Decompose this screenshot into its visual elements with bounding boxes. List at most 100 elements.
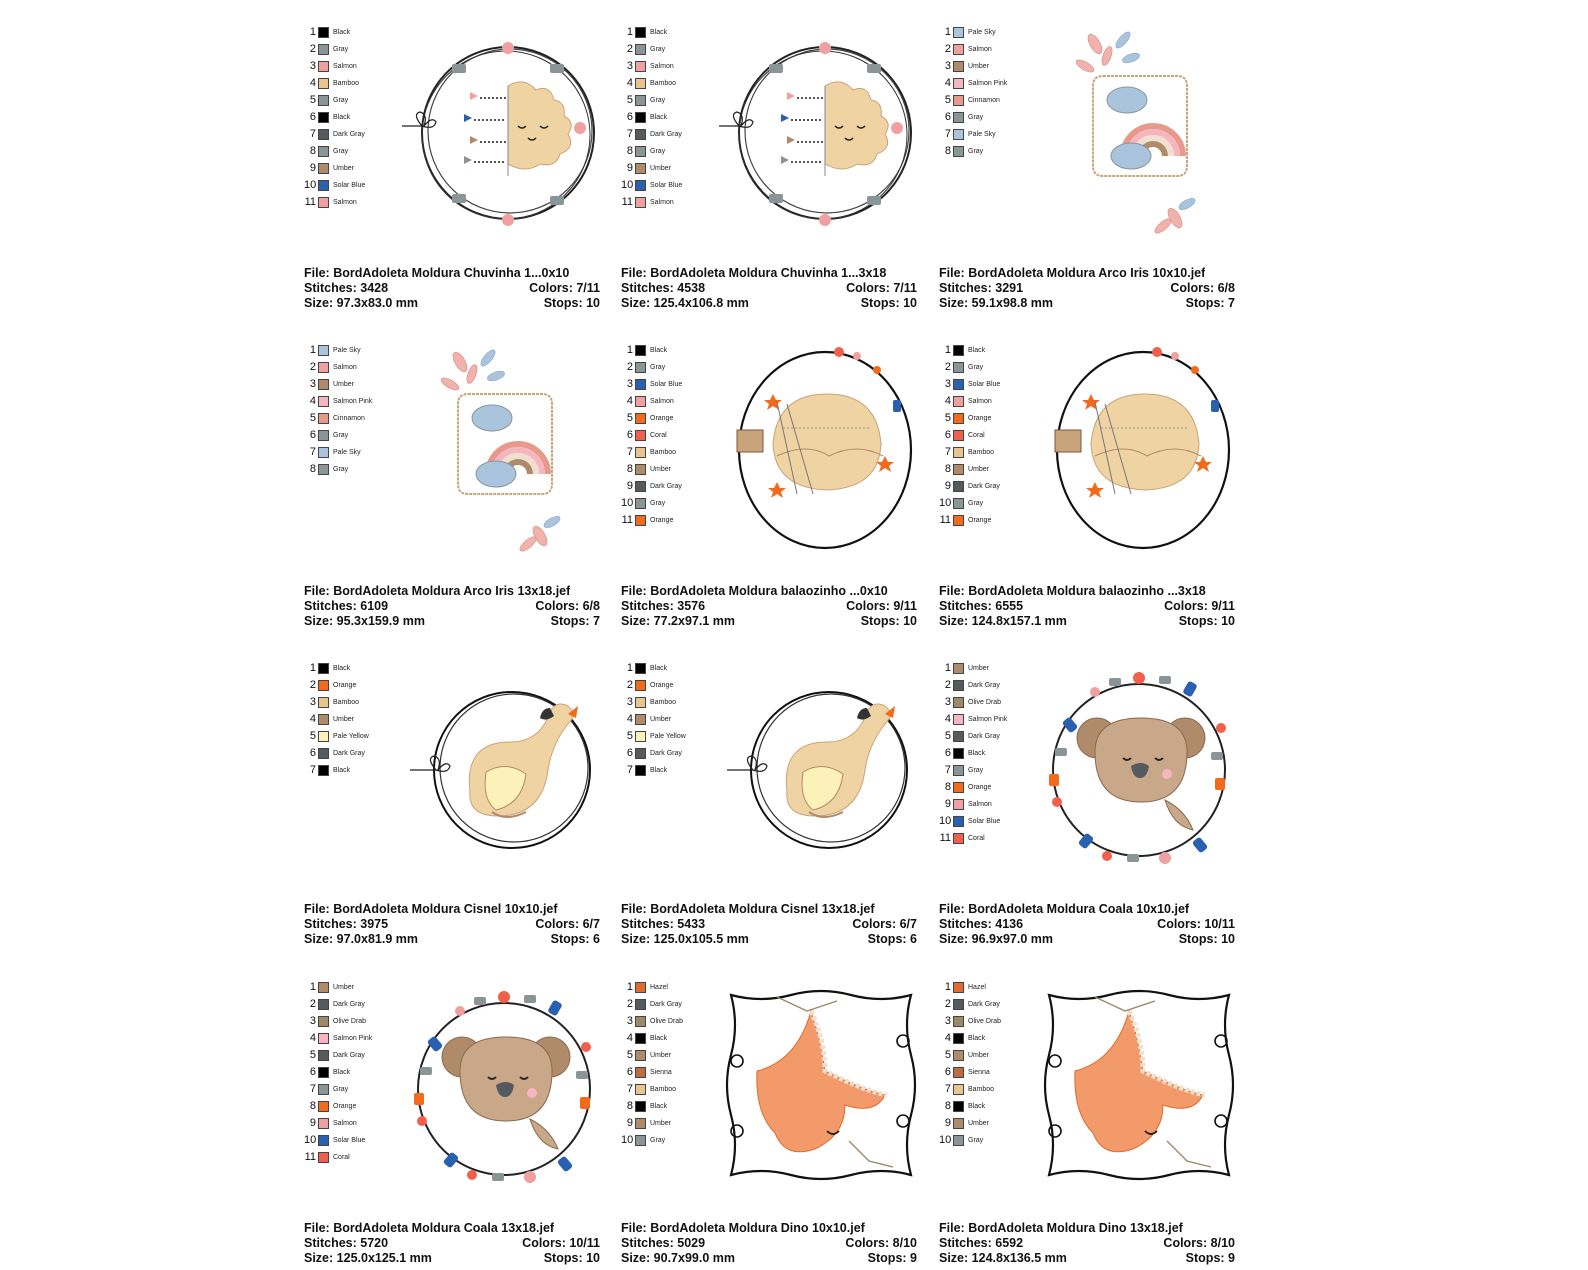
thread-name: Orange [968,415,992,422]
label: Size: [621,1251,651,1265]
label: Stops: [1185,1251,1225,1265]
thread-number: 5 [944,730,951,742]
thread-swatch [953,379,964,390]
stitches-colors-row-left: Stitches: 4538 [621,281,705,296]
label: Colors: [846,281,890,295]
thread-swatch [953,982,964,993]
thread-number: 5 [944,412,951,424]
thread-swatch [635,714,646,725]
value: 6/7 [582,917,600,931]
thread-name: Solar Blue [333,1137,366,1144]
size-stops-row: Size: 90.7x99.0 mm Stops: 9 [621,1251,917,1266]
stitches-colors-row: Stitches: 3576 Colors: 9/11 [621,599,917,614]
thread-number: 11 [621,196,633,208]
thread-swatch [635,163,646,174]
thread-name: Coral [968,432,985,439]
thread-color-list: 1 Black 2 Gray 3 Solar Blue 4 Salmon 5 Orange 6 Cor… [939,342,1029,529]
thread-color-row: 7 Gray [304,1081,394,1098]
thread-swatch [953,345,964,356]
value: 4136 [995,917,1024,931]
thread-swatch [635,731,646,742]
stitches-colors-row-right: Colors: 6/8 [1170,281,1235,296]
label: Stops: [867,1251,907,1265]
thread-number: 5 [626,412,633,424]
thread-number: 6 [626,429,633,441]
size-stops-row-left: Size: 125.0x105.5 mm [621,932,749,947]
label: Stitches: [621,917,674,931]
thread-swatch [635,464,646,475]
file-row: File: BordAdoleta Moldura Dino 13x18.jef [939,1221,1235,1236]
thread-color-row: 4 Salmon Pink [304,393,394,410]
size-stops-row: Size: 124.8x136.5 mm Stops: 9 [939,1251,1235,1266]
thread-name: Black [650,29,668,36]
file-name: File: BordAdoleta Moldura Chuvinha 1...0… [304,266,569,281]
thread-color-row: 7 Pale Sky [304,444,394,461]
thread-color-row: 3 Olive Drab [939,1013,1029,1030]
thread-name: Black [968,1103,986,1110]
thread-color-row: 4 Bamboo [621,75,711,92]
file-value: BordAdoleta Moldura Coala 10x10.jef [968,902,1190,916]
size-stops-row-left: Size: 59.1x98.8 mm [939,296,1053,311]
thread-name: Gray [968,148,984,155]
thread-swatch [953,731,964,742]
thread-name: Umber [968,466,990,473]
thread-color-row: 9 Salmon [939,796,1029,813]
thread-number: 4 [626,713,633,725]
file-label: File: [304,584,330,598]
thread-name: Salmon [650,398,674,405]
file-row: File: BordAdoleta Moldura Chuvinha 1...3… [621,266,917,281]
thread-number: 5 [309,1049,316,1061]
value: 9/11 [1211,599,1235,613]
thread-name: Bamboo [650,699,677,706]
thread-number: 2 [944,43,951,55]
thread-name: Black [650,1103,668,1110]
thread-color-row: 10 Solar Blue [304,177,394,194]
thread-color-row: 10 Solar Blue [939,813,1029,830]
thread-name: Black [968,1035,986,1042]
stitches-colors-row-right: Colors: 10/11 [1157,917,1235,932]
label: Colors: [1164,599,1208,613]
size-stops-row-right: Stops: 10 [544,1251,600,1266]
label: Size: [621,296,651,310]
label: Stitches: [939,281,992,295]
value: 7/11 [576,281,600,295]
stitches-colors-row-left: Stitches: 6592 [939,1236,1023,1251]
thread-name: Coral [650,432,667,439]
thread-color-row: 6 Gray [304,427,394,444]
thread-name: Pale Sky [968,29,996,36]
size-stops-row: Size: 95.3x159.9 mm Stops: 7 [304,614,600,629]
thread-number: 5 [626,94,633,106]
thread-swatch [953,498,964,509]
thread-number: 8 [944,463,951,475]
thread-color-row: 5 Pale Yellow [621,728,711,745]
design-card: 1 Pale Sky 2 Salmon 3 Umber 4 Salmon Pink 5 Cinna… [939,24,1239,311]
thread-name: Salmon [968,46,992,53]
file-row: File: BordAdoleta Moldura balaozinho ...… [621,584,917,599]
file-label: File: [304,1221,330,1235]
thread-swatch [635,112,646,123]
thread-swatch [953,799,964,810]
thread-number: 6 [944,1066,951,1078]
label: Stops: [860,614,900,628]
thread-number: 9 [626,480,633,492]
value: 6555 [995,599,1024,613]
thread-swatch [953,146,964,157]
thread-name: Black [333,1069,351,1076]
thread-number: 6 [626,1066,633,1078]
thread-name: Black [333,114,351,121]
thread-color-row: 3 Bamboo [621,694,711,711]
thread-name: Umber [968,63,990,70]
value: 10 [903,614,917,628]
file-row: File: BordAdoleta Moldura Dino 10x10.jef [621,1221,917,1236]
thread-name: Black [968,750,986,757]
thread-number: 4 [626,395,633,407]
thread-swatch [318,765,329,776]
label: Stops: [543,296,583,310]
thread-color-row: 2 Orange [304,677,394,694]
thread-color-row: 7 Bamboo [621,444,711,461]
thread-swatch [318,714,329,725]
thread-swatch [318,982,329,993]
thread-color-row: 7 Gray [939,762,1029,779]
thread-name: Gray [968,114,984,121]
thread-swatch [953,1067,964,1078]
